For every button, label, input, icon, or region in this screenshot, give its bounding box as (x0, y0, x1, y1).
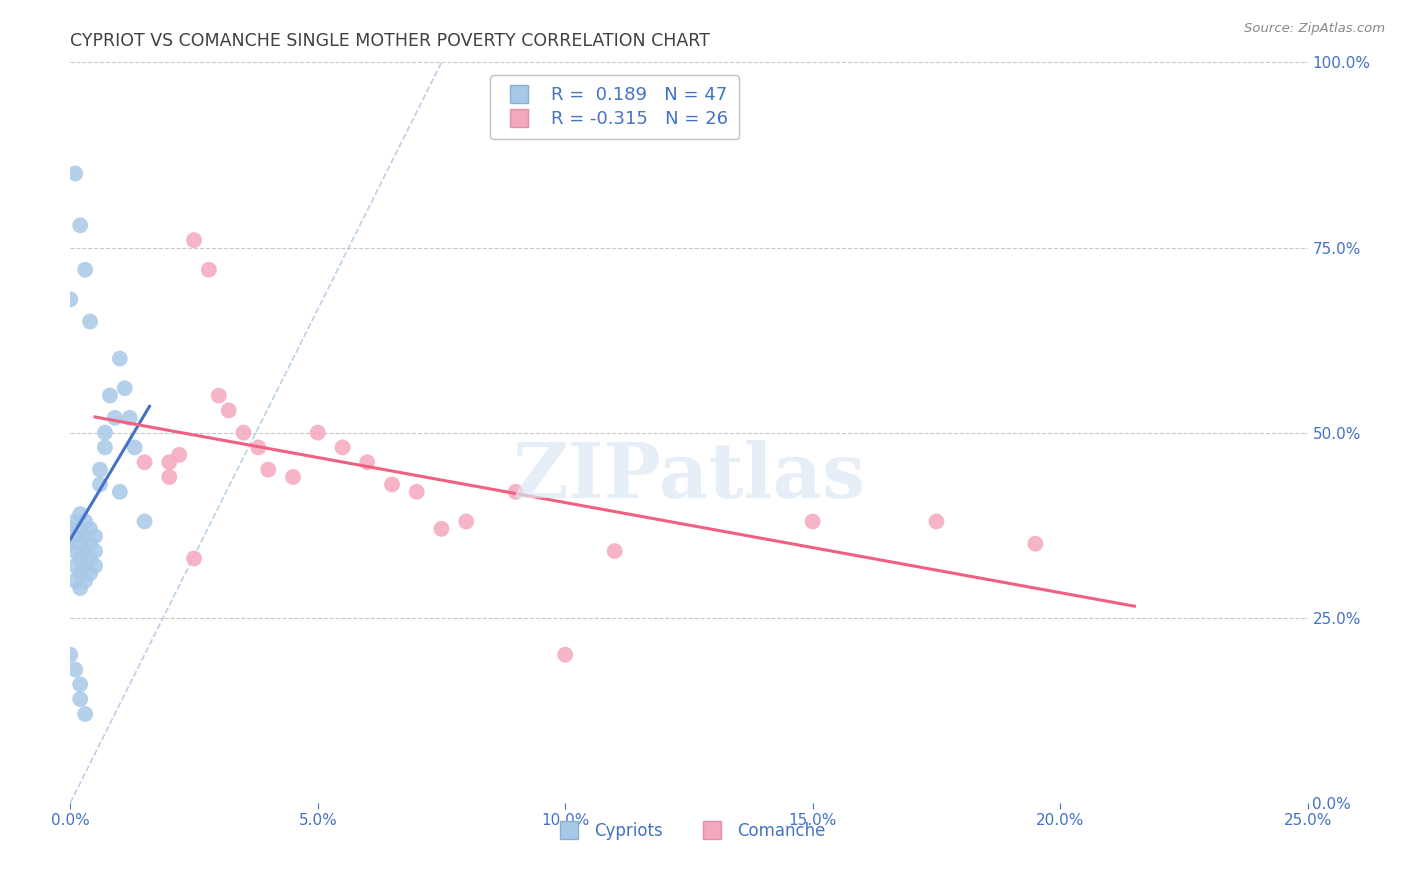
Point (69, 566, 91, 581)
Point (59, 522, 82, 536)
Point (183, 551, 205, 566)
Point (79, 566, 101, 581)
Point (69, 551, 91, 566)
Point (75, 558, 97, 573)
Point (108, 351, 131, 366)
Point (183, 233, 205, 247)
Point (94, 425, 117, 440)
Point (456, 515, 478, 529)
Point (232, 425, 254, 440)
Point (430, 522, 453, 536)
Point (65, 515, 87, 529)
Point (356, 455, 378, 469)
Point (65, 544, 87, 558)
Point (307, 425, 329, 440)
Point (75, 262, 97, 277)
Point (218, 403, 240, 417)
Point (505, 484, 527, 499)
Point (79, 522, 101, 536)
Point (65, 529, 87, 543)
Point (157, 455, 180, 469)
Point (75, 529, 97, 543)
Point (84, 529, 107, 543)
Point (84, 544, 107, 558)
Point (75, 544, 97, 558)
Point (198, 262, 221, 277)
Point (65, 574, 87, 588)
Point (118, 410, 141, 425)
Point (65, 558, 87, 573)
Point (405, 484, 427, 499)
Point (157, 470, 180, 484)
Point (65, 663, 87, 677)
Point (332, 441, 354, 455)
Point (134, 455, 156, 469)
Point (603, 544, 626, 558)
Point (281, 470, 304, 484)
Point (59, 648, 82, 662)
Point (257, 462, 280, 476)
Text: CYPRIOT VS COMANCHE SINGLE MOTHER POVERTY CORRELATION CHART: CYPRIOT VS COMANCHE SINGLE MOTHER POVERT… (70, 32, 710, 50)
Text: Source: ZipAtlas.com: Source: ZipAtlas.com (1244, 22, 1385, 36)
Point (554, 648, 576, 662)
Point (69, 536, 91, 550)
Point (208, 388, 231, 402)
Point (124, 441, 146, 455)
Point (59, 293, 82, 307)
Point (69, 507, 91, 521)
Point (79, 536, 101, 550)
Point (69, 522, 91, 536)
Point (84, 558, 107, 573)
Point (69, 677, 91, 691)
Point (167, 448, 190, 462)
Point (69, 581, 91, 595)
Point (79, 551, 101, 566)
Point (247, 441, 270, 455)
Point (108, 484, 131, 499)
Point (114, 381, 136, 395)
Point (98, 388, 121, 402)
Point (69, 219, 91, 233)
Legend: Cypriots, Comanche: Cypriots, Comanche (546, 815, 832, 847)
Point (75, 706, 97, 721)
Point (925, 515, 948, 529)
Point (94, 441, 117, 455)
Point (75, 574, 97, 588)
Point (801, 515, 824, 529)
Point (89, 462, 111, 476)
Point (381, 477, 404, 491)
Text: ZIPatlas: ZIPatlas (512, 440, 866, 514)
Point (65, 166, 87, 180)
Point (75, 515, 97, 529)
Point (1024, 536, 1046, 550)
Point (134, 515, 156, 529)
Point (59, 536, 82, 550)
Point (69, 692, 91, 706)
Point (104, 410, 127, 425)
Point (79, 314, 101, 328)
Point (89, 477, 111, 491)
